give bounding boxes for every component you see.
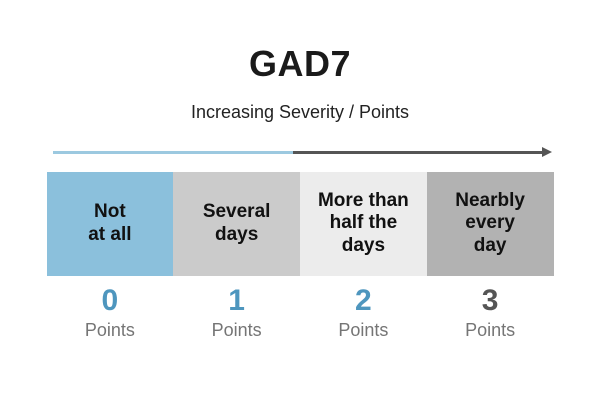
severity-arrow	[53, 146, 552, 158]
option-points-value: 0	[101, 283, 119, 317]
arrow-high-severity-segment	[293, 150, 543, 154]
option-points-value: 2	[355, 283, 372, 317]
arrow-head-icon	[542, 147, 552, 157]
option-points-value: 3	[481, 283, 499, 317]
option-points-label: Points	[465, 319, 516, 340]
arrow-low-severity-segment	[53, 150, 293, 154]
scale-option-not-at-all: Not at all 0 Points	[46, 171, 174, 342]
option-box: More than half the days	[300, 171, 427, 276]
option-box: Several days	[173, 171, 300, 276]
page-title: GAD7	[248, 43, 352, 84]
option-points-label: Points	[211, 319, 262, 340]
scale-columns: Not at all 0 Points Several days 1 Point…	[46, 171, 554, 342]
scale-option-nearly-every-day: Nearbly every day 3 Points	[426, 171, 554, 342]
option-box: Nearbly every day	[426, 171, 554, 276]
subtitle: Increasing Severity / Points	[190, 102, 410, 122]
option-box: Not at all	[46, 171, 174, 276]
option-points-label: Points	[338, 319, 389, 340]
scale-option-several-days: Several days 1 Points	[173, 171, 300, 342]
option-points-value: 1	[228, 283, 245, 317]
option-points-label: Points	[84, 319, 135, 340]
scale-option-more-than-half: More than half the days 2 Points	[300, 171, 427, 342]
